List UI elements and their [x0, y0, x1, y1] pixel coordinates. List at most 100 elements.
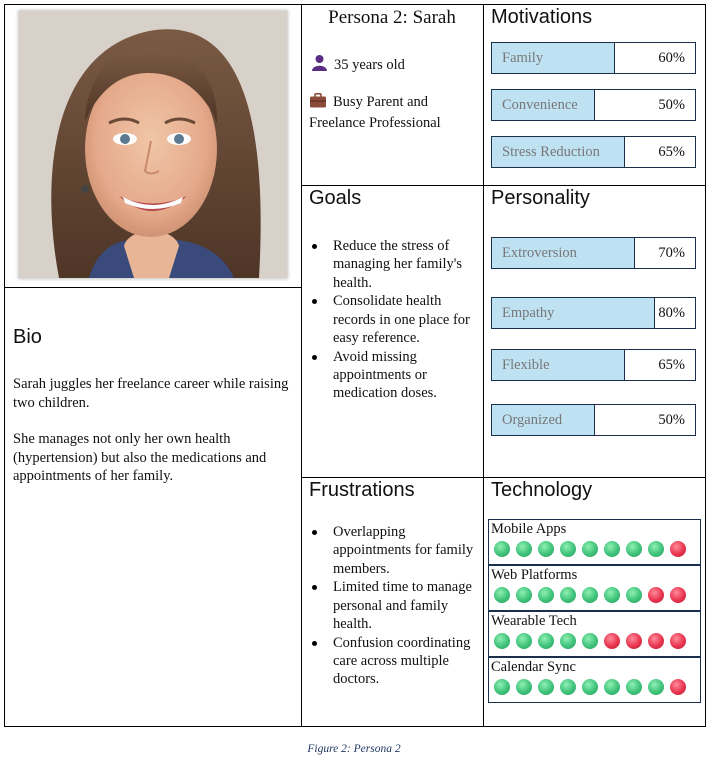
personality-label: Extroversion	[502, 245, 577, 261]
rating-dot-filled-icon	[538, 633, 554, 649]
rating-dot-filled-icon	[604, 541, 620, 557]
technology-label: Web Platforms	[491, 567, 578, 583]
personality-bar: Flexible 65%	[491, 349, 696, 381]
occupation-text: Busy Parent and Freelance Professional	[309, 94, 441, 131]
grid-line	[301, 185, 706, 186]
personality-bar-fill	[492, 298, 656, 328]
technology-title: Technology	[491, 479, 593, 501]
rating-dot-filled-icon	[516, 633, 532, 649]
rating-dot-empty-icon	[670, 587, 686, 603]
persona-table	[4, 4, 706, 727]
rating-dot-filled-icon	[604, 587, 620, 603]
motivation-bar: Stress Reduction 65%	[491, 136, 696, 168]
list-item: Limited time to manage personal and fami…	[308, 578, 480, 633]
occupation-line: Busy Parent and Freelance Professional	[309, 93, 479, 132]
rating-dot-filled-icon	[494, 541, 510, 557]
personality-label: Flexible	[502, 357, 550, 373]
motivations-title: Motivations	[491, 6, 593, 28]
motivation-bar-fill	[492, 90, 595, 120]
rating-dot-filled-icon	[494, 633, 510, 649]
rating-dot-filled-icon	[494, 587, 510, 603]
list-item: Reduce the stress of managing her family…	[308, 237, 480, 292]
personality-bar: Organized 50%	[491, 404, 696, 436]
persona-photo	[19, 11, 287, 278]
motivation-bar-fill	[492, 137, 625, 167]
rating-dot-filled-icon	[648, 679, 664, 695]
technology-item: Wearable Tech	[488, 611, 701, 657]
grid-line	[301, 477, 706, 478]
rating-dot-filled-icon	[538, 541, 554, 557]
rating-dot-filled-icon	[494, 679, 510, 695]
personality-bar: Empathy 80%	[491, 297, 696, 329]
age-line: 35 years old	[311, 54, 481, 77]
personality-bar: Extroversion 70%	[491, 237, 696, 269]
rating-dots	[494, 587, 686, 603]
rating-dot-filled-icon	[516, 541, 532, 557]
briefcase-icon	[309, 93, 327, 114]
rating-dot-empty-icon	[648, 633, 664, 649]
list-item: Avoid missing appointments or medication…	[308, 348, 480, 403]
rating-dot-filled-icon	[582, 587, 598, 603]
rating-dot-filled-icon	[582, 541, 598, 557]
personality-label: Organized	[502, 412, 563, 428]
motivation-bar: Convenience 50%	[491, 89, 696, 121]
grid-line	[483, 4, 484, 727]
technology-item: Web Platforms	[488, 565, 701, 611]
rating-dot-filled-icon	[626, 541, 642, 557]
personality-percent: 80%	[658, 305, 685, 321]
personality-label: Empathy	[502, 305, 555, 321]
technology-label: Wearable Tech	[491, 613, 577, 629]
personality-percent: 50%	[658, 412, 685, 428]
portrait-image	[19, 11, 287, 278]
age-text: 35 years old	[334, 57, 405, 73]
bio-title: Bio	[13, 326, 42, 348]
rating-dot-filled-icon	[560, 633, 576, 649]
person-icon	[311, 54, 328, 77]
personality-bar-fill	[492, 238, 636, 268]
motivation-bar: Family 60%	[491, 42, 696, 74]
rating-dot-empty-icon	[648, 587, 664, 603]
grid-line	[301, 4, 302, 727]
list-item: Consolidate health records in one place …	[308, 292, 480, 347]
motivation-label: Family	[502, 50, 544, 66]
personality-title: Personality	[491, 187, 590, 209]
grid-line	[4, 287, 301, 288]
rating-dot-filled-icon	[582, 633, 598, 649]
motivation-percent: 65%	[658, 144, 685, 160]
frustrations-list: Overlapping appointments for family memb…	[308, 523, 480, 689]
technology-label: Calendar Sync	[491, 659, 576, 675]
personality-bar-fill	[492, 350, 625, 380]
rating-dot-empty-icon	[604, 633, 620, 649]
technology-item: Mobile Apps	[488, 519, 701, 565]
list-item: Overlapping appointments for family memb…	[308, 523, 480, 578]
rating-dot-filled-icon	[516, 587, 532, 603]
rating-dots	[494, 541, 686, 557]
rating-dot-filled-icon	[560, 587, 576, 603]
rating-dots	[494, 679, 686, 695]
rating-dot-filled-icon	[604, 679, 620, 695]
goals-title: Goals	[309, 187, 362, 209]
rating-dot-filled-icon	[538, 679, 554, 695]
rating-dot-filled-icon	[516, 679, 532, 695]
rating-dot-empty-icon	[670, 633, 686, 649]
rating-dot-filled-icon	[648, 541, 664, 557]
persona-name: Persona 2: Sarah	[328, 7, 456, 28]
bio-paragraph-2: She manages not only her own health (hyp…	[13, 431, 267, 484]
rating-dot-filled-icon	[560, 541, 576, 557]
rating-dot-filled-icon	[582, 679, 598, 695]
technology-label: Mobile Apps	[491, 521, 567, 537]
list-item: Confusion coordinating care across multi…	[308, 634, 480, 689]
figure-caption: Figure 2: Persona 2	[307, 743, 401, 755]
rating-dot-filled-icon	[538, 587, 554, 603]
frustrations-title: Frustrations	[309, 479, 415, 501]
rating-dots	[494, 633, 686, 649]
motivation-label: Convenience	[502, 97, 578, 113]
goals-list: Reduce the stress of managing her family…	[308, 237, 480, 403]
motivation-label: Stress Reduction	[502, 144, 600, 160]
personality-bar-fill	[492, 405, 595, 435]
technology-item: Calendar Sync	[488, 657, 701, 703]
motivation-bar-fill	[492, 43, 615, 73]
bio-paragraph-1: Sarah juggles her freelance career while…	[13, 376, 289, 411]
rating-dot-empty-icon	[670, 541, 686, 557]
personality-percent: 70%	[658, 245, 685, 261]
